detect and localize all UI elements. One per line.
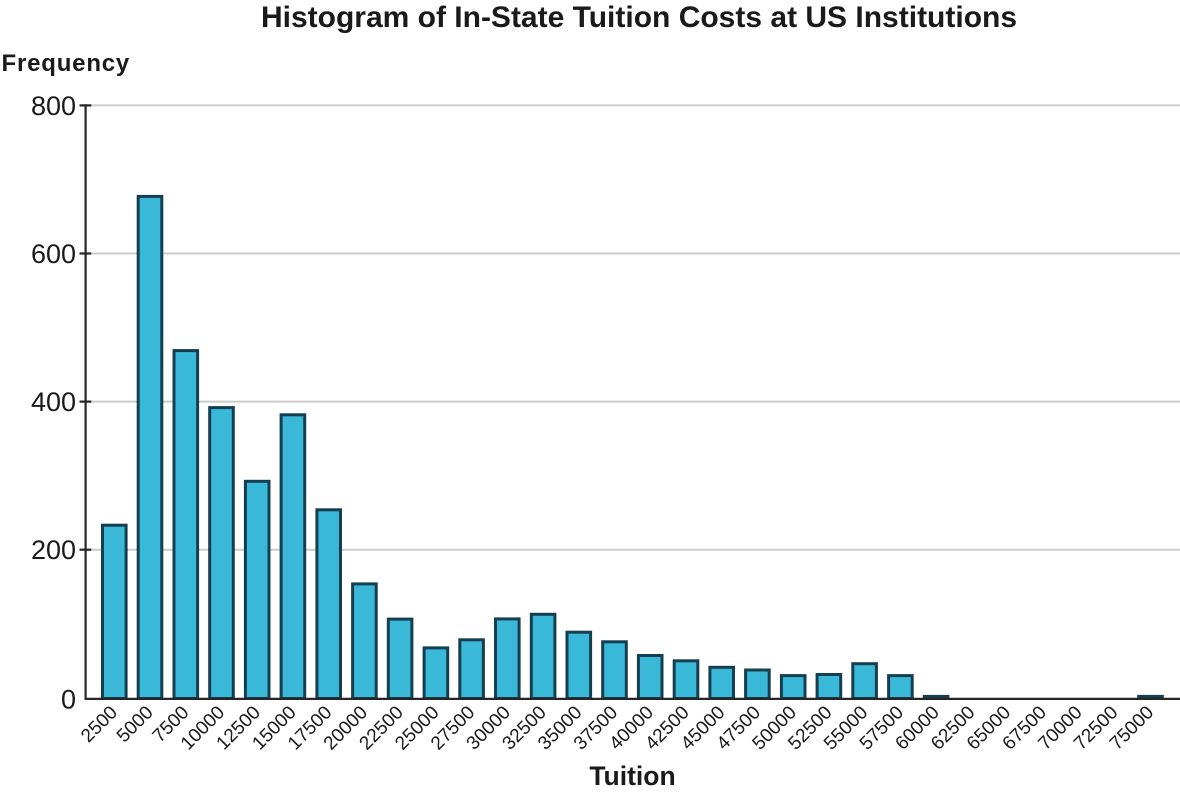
svg-text:Histogram of In-State Tuition: Histogram of In-State Tuition Costs at U… — [261, 1, 1017, 34]
svg-text:Frequency: Frequency — [2, 50, 131, 77]
svg-text:Tuition: Tuition — [589, 761, 675, 791]
svg-text:0: 0 — [61, 684, 76, 714]
svg-text:600: 600 — [31, 239, 76, 269]
svg-text:400: 400 — [31, 387, 76, 417]
svg-text:800: 800 — [31, 91, 76, 121]
svg-text:200: 200 — [31, 535, 76, 565]
